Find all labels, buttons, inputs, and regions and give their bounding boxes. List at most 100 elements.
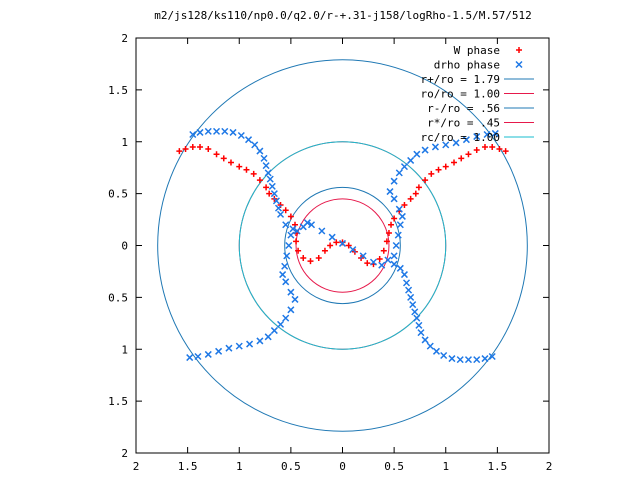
data-point bbox=[307, 258, 314, 265]
data-point bbox=[407, 156, 415, 164]
legend-swatch bbox=[515, 60, 523, 69]
legend-label: r-/ro = .56 bbox=[427, 102, 500, 115]
x-tick-label: 1 bbox=[442, 460, 449, 473]
data-point bbox=[413, 314, 421, 322]
data-point bbox=[395, 169, 403, 177]
data-point bbox=[277, 210, 285, 218]
point-layer bbox=[176, 127, 509, 364]
data-point bbox=[391, 215, 398, 222]
data-point bbox=[407, 195, 414, 202]
x-tick-label: 1.5 bbox=[487, 460, 507, 473]
data-point bbox=[407, 293, 415, 301]
data-point bbox=[488, 352, 496, 361]
legend-swatch bbox=[516, 47, 522, 53]
data-point bbox=[359, 252, 367, 260]
data-point bbox=[390, 260, 398, 268]
data-point bbox=[378, 261, 386, 269]
x-tick-label: 2 bbox=[546, 460, 553, 473]
data-point bbox=[388, 221, 395, 228]
data-point bbox=[283, 252, 291, 260]
data-point bbox=[390, 195, 398, 203]
data-point bbox=[409, 301, 417, 309]
data-point bbox=[264, 169, 272, 177]
data-point bbox=[220, 155, 227, 162]
data-point bbox=[481, 143, 488, 150]
data-point bbox=[376, 255, 383, 262]
data-point bbox=[287, 213, 294, 220]
circle-curve bbox=[284, 186, 401, 305]
tick-layer: 2 1.5 1 0.5 0 0.5 1 1.5 221.510.500.511.52 bbox=[108, 32, 552, 473]
data-point bbox=[270, 327, 278, 335]
legend-label: r*/ro = .45 bbox=[427, 117, 500, 130]
data-point bbox=[333, 239, 340, 246]
data-point bbox=[392, 241, 400, 250]
y-tick-label: 2 bbox=[121, 447, 128, 460]
data-point bbox=[400, 163, 408, 171]
data-point bbox=[186, 354, 194, 362]
data-point bbox=[213, 151, 220, 158]
data-point bbox=[396, 221, 404, 229]
x-tick-label: 1.5 bbox=[178, 460, 198, 473]
data-point bbox=[473, 147, 480, 154]
data-point bbox=[197, 143, 204, 150]
data-point bbox=[270, 190, 278, 198]
data-point bbox=[327, 242, 334, 249]
data-point bbox=[422, 177, 429, 184]
data-point bbox=[262, 162, 270, 170]
data-point bbox=[237, 131, 245, 140]
data-point bbox=[396, 264, 404, 272]
data-point bbox=[285, 241, 293, 250]
x-tick-label: 0 bbox=[339, 460, 346, 473]
legend-label: r+/ro = 1.79 bbox=[421, 73, 500, 86]
data-point bbox=[345, 242, 352, 249]
data-point bbox=[287, 306, 295, 314]
data-point bbox=[458, 155, 465, 162]
data-point bbox=[451, 159, 458, 166]
data-point bbox=[196, 128, 204, 136]
data-point bbox=[496, 146, 503, 153]
data-point bbox=[289, 225, 297, 233]
data-point bbox=[473, 356, 481, 364]
data-point bbox=[295, 247, 302, 254]
x-tick-label: 1 bbox=[236, 460, 243, 473]
y-tick-label: 0 bbox=[121, 240, 128, 253]
data-point bbox=[386, 188, 394, 196]
data-point bbox=[465, 151, 472, 158]
data-point bbox=[349, 246, 357, 254]
y-tick-label: 1.5 bbox=[108, 395, 128, 408]
data-point bbox=[452, 139, 460, 147]
data-point bbox=[440, 351, 448, 360]
data-point bbox=[215, 347, 223, 355]
data-point bbox=[189, 143, 196, 150]
data-point bbox=[263, 184, 270, 191]
data-point bbox=[264, 333, 272, 341]
circle-curve bbox=[238, 141, 447, 350]
data-point bbox=[421, 336, 429, 344]
data-point bbox=[281, 262, 289, 270]
curve-layer bbox=[157, 59, 528, 432]
legend-label: drho phase bbox=[434, 59, 500, 72]
data-point bbox=[266, 190, 273, 197]
data-point bbox=[464, 356, 472, 364]
data-point bbox=[315, 254, 322, 261]
data-point bbox=[491, 129, 499, 137]
data-point bbox=[413, 150, 421, 158]
data-point bbox=[282, 314, 290, 322]
data-point bbox=[428, 170, 435, 177]
data-point bbox=[194, 352, 202, 361]
data-point bbox=[380, 247, 387, 254]
data-point bbox=[489, 143, 496, 150]
data-point bbox=[227, 159, 234, 166]
data-point bbox=[245, 136, 253, 144]
data-point bbox=[282, 207, 289, 214]
data-point bbox=[189, 130, 197, 139]
data-point bbox=[282, 221, 290, 229]
data-point bbox=[246, 340, 254, 348]
data-point bbox=[293, 238, 300, 245]
data-point bbox=[318, 227, 326, 235]
data-point bbox=[401, 202, 408, 209]
data-point bbox=[398, 212, 406, 220]
data-point bbox=[204, 127, 212, 135]
data-point bbox=[274, 204, 283, 212]
